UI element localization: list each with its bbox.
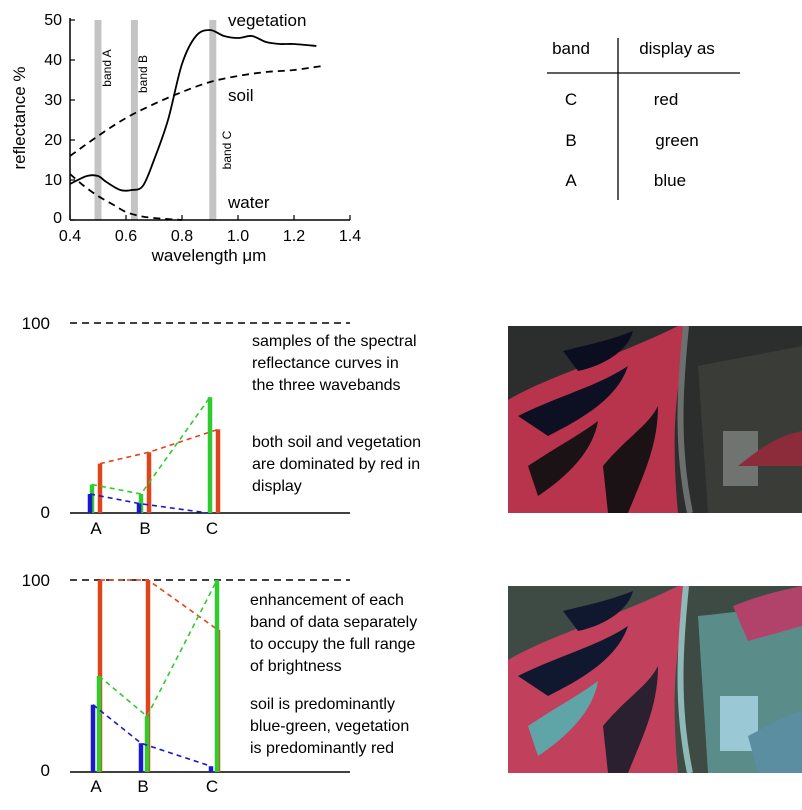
false-color-image-unenhanced: [508, 326, 802, 513]
y-label-0: 0: [41, 503, 50, 522]
x-tick-label: 1.2: [283, 228, 305, 245]
table-cell-band: C: [565, 90, 577, 109]
water-label: water: [227, 193, 270, 212]
band-b-tick: B: [139, 519, 150, 538]
text-line: display: [252, 478, 302, 495]
text-line: the three wavebands: [252, 377, 401, 394]
y-tick-label: 50: [44, 12, 62, 29]
y-tick-label: 30: [44, 92, 62, 109]
band-c-tick: C: [206, 777, 218, 796]
table-cell-display: red: [654, 90, 679, 109]
table-cell-band: A: [565, 171, 577, 190]
band-b-bar: [130, 20, 138, 220]
panel-top-description: samples of the spectral reflectance curv…: [252, 331, 417, 397]
text-line: blue-green, vegetation: [250, 718, 410, 735]
table-cell-display: green: [655, 131, 698, 150]
text-line: soil is predominantly: [250, 696, 395, 713]
text-line: of brightness: [250, 658, 342, 675]
y-tick-label: 0: [53, 210, 62, 227]
text-line: to occupy the full range: [250, 636, 416, 653]
x-tick-label: 1.4: [339, 228, 361, 245]
panel-top-conclusion: both soil and vegetation are dominated b…: [252, 432, 421, 498]
vegetation-trend-line: [98, 579, 218, 718]
sample-panel-bottom: 100 0 A B C: [22, 571, 350, 796]
table-cell-band: B: [565, 131, 576, 150]
satellite-scene: [508, 326, 802, 513]
band-b-label: band B: [136, 55, 150, 93]
x-tick-label: 0.4: [59, 228, 81, 245]
water-curve: [69, 173, 183, 221]
band-c-tick: C: [206, 519, 218, 538]
y-tick-label: 20: [44, 132, 62, 149]
table-header-band: band: [552, 39, 590, 58]
text-line: samples of the spectral: [252, 333, 417, 350]
y-tick-label: 40: [44, 52, 62, 69]
band-a-tick: A: [90, 519, 102, 538]
band-display-table: band display as C red B green A blue: [547, 38, 740, 200]
reflectance-curves: [69, 29, 323, 221]
table-header-display: display as: [639, 39, 715, 58]
water-trend-line: [92, 704, 212, 767]
false-color-image-enhanced: [508, 586, 802, 773]
panel-bottom-description: enhancement of each band of data separat…: [250, 590, 417, 678]
band-a-bar: [94, 20, 102, 220]
table-cell-display: blue: [654, 171, 686, 190]
x-tick-label: 1.0: [227, 228, 249, 245]
satellite-scene: [508, 586, 802, 773]
band-bars: [94, 20, 217, 220]
text-line: enhancement of each: [250, 592, 404, 609]
soil-label: soil: [228, 86, 254, 105]
y-label-0: 0: [41, 761, 50, 780]
text-line: band of data separately: [250, 614, 418, 631]
sample-panel-top: 100 0 A B C: [22, 314, 350, 538]
soil-trend-line: [99, 428, 219, 465]
band-a-tick: A: [90, 777, 102, 796]
water-trend-line: [89, 493, 209, 514]
text-line: both soil and vegetation: [252, 434, 422, 451]
enhanced-bars: [90, 579, 221, 772]
x-tick-label: 0.8: [171, 228, 193, 245]
band-c-label: band C: [220, 130, 234, 169]
vegetation-label: vegetation: [228, 11, 306, 30]
y-label-100: 100: [22, 571, 50, 590]
spectral-reflectance-chart: 50 40 30 20 10 0 0.4 0.6 0.8 1.0 1.2 1.4…: [10, 11, 361, 265]
x-axis-title: wavelength μm: [151, 246, 267, 265]
x-tick-label: 0.6: [115, 228, 137, 245]
soil-curve: [69, 65, 323, 157]
band-b-tick: B: [137, 777, 148, 796]
band-a-label: band A: [100, 49, 114, 86]
text-line: are dominated by red in: [252, 456, 421, 473]
band-c-bar: [209, 20, 217, 220]
panel-bottom-conclusion: soil is predominantly blue-green, vegeta…: [250, 694, 409, 760]
text-line: is predominantly red: [250, 740, 395, 757]
vegetation-curve: [69, 29, 317, 192]
sample-bars: [87, 396, 221, 514]
y-axis-title: reflectance %: [10, 67, 29, 170]
text-line: reflectance curves in: [252, 355, 399, 372]
soil-trend-line: [100, 579, 219, 631]
y-label-100: 100: [22, 314, 50, 333]
vegetation-trend-line: [91, 396, 211, 495]
y-tick-label: 10: [44, 172, 62, 189]
